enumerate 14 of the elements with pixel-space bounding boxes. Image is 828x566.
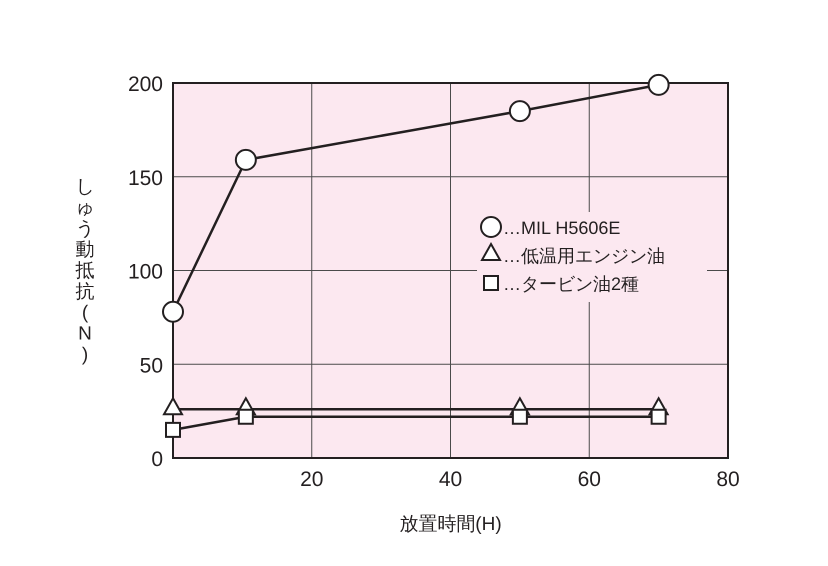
y-tick-label: 100 <box>128 260 163 284</box>
x-axis-title: 放置時間(H) <box>399 514 502 535</box>
legend-label: …タービン油2種 <box>503 274 640 294</box>
text: しゅう動抵抗(N) <box>76 176 94 366</box>
x-tick-label: 60 <box>578 468 601 491</box>
y-tick-label: 50 <box>140 354 163 378</box>
y-tick-label: 150 <box>128 166 163 190</box>
y-tick-label: 0 <box>151 448 163 471</box>
y-tick-label: 200 <box>128 73 163 96</box>
legend-label: …MIL H5606E <box>503 218 620 238</box>
x-tick-label: 20 <box>300 468 324 491</box>
legend-label: …低温用エンジン油 <box>503 246 665 266</box>
x-tick-label: 80 <box>716 468 740 491</box>
x-tick-label: 40 <box>438 468 462 491</box>
